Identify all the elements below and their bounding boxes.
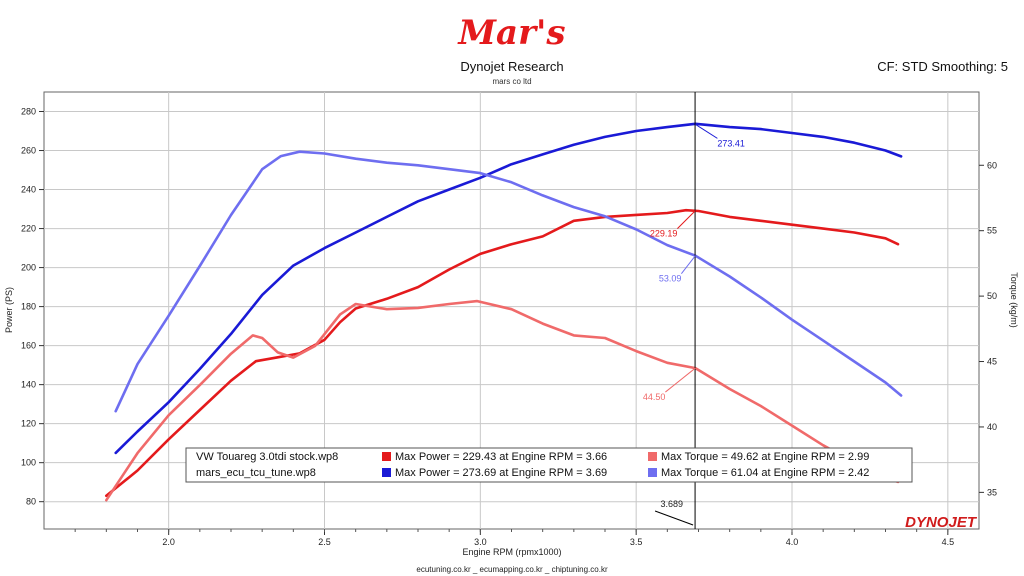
annotation-label: 44.50 bbox=[643, 392, 666, 402]
mars-logo: Mar's bbox=[457, 13, 565, 53]
x-tick-label: 2.0 bbox=[162, 537, 175, 547]
legend-swatch-stock-torque bbox=[648, 452, 657, 461]
series-line-tuned-power bbox=[114, 122, 903, 455]
x-tick-label: 4.0 bbox=[786, 537, 799, 547]
legend-swatch-stock-power bbox=[382, 452, 391, 461]
legend-swatch-tuned-torque bbox=[648, 468, 657, 477]
y2-tick-label: 45 bbox=[987, 357, 997, 367]
series-line-stock-torque bbox=[105, 299, 900, 502]
y2-tick-label: 35 bbox=[987, 487, 997, 497]
y-tick-label: 260 bbox=[21, 146, 36, 156]
y-tick-label: 280 bbox=[21, 107, 36, 117]
y-tick-label: 100 bbox=[21, 458, 36, 468]
annotation-pointer bbox=[695, 123, 718, 139]
x-tick-label: 3.0 bbox=[474, 537, 487, 547]
series-line-tuned-torque bbox=[114, 150, 903, 413]
chart-title: Dynojet Research bbox=[460, 59, 563, 74]
y-tick-label: 120 bbox=[21, 419, 36, 429]
x-tick-label: 4.5 bbox=[942, 537, 955, 547]
y2-tick-label: 60 bbox=[987, 160, 997, 170]
series-line-stock-power bbox=[105, 208, 900, 498]
x-tick-label: 3.5 bbox=[630, 537, 643, 547]
x-tick-label: 2.5 bbox=[318, 537, 331, 547]
x-axis-title: Engine RPM (rpmx1000) bbox=[462, 547, 561, 557]
y-tick-label: 80 bbox=[26, 497, 36, 507]
annotations: 273.41 229.19 53.09 44.50 bbox=[643, 123, 745, 402]
dynojet-logo: DYNOJET bbox=[905, 514, 978, 531]
cf-smoothing-label: CF: STD Smoothing: 5 bbox=[877, 59, 1008, 74]
y2-tick-label: 50 bbox=[987, 291, 997, 301]
y-tick-label: 140 bbox=[21, 380, 36, 390]
legend: VW Touareg 3.0tdi stock.wp8 mars_ecu_tcu… bbox=[185, 447, 913, 483]
annotation-label: 229.19 bbox=[650, 229, 678, 239]
legend-swatch-tuned-power bbox=[382, 468, 391, 477]
y-tick-label: 200 bbox=[21, 263, 36, 273]
annotation-label: 273.41 bbox=[717, 138, 745, 148]
y-tick-label: 240 bbox=[21, 185, 36, 195]
y2-axis-title: Torque (kg/m) bbox=[1009, 272, 1019, 328]
cursor-label: 3.689 bbox=[661, 499, 684, 509]
legend-stock-torque: Max Torque = 49.62 at Engine RPM = 2.99 bbox=[661, 451, 869, 463]
y2-tick-label: 40 bbox=[987, 422, 997, 432]
axes: 2.0 2.5 3.0 3.5 4.0 4.5 80 100 120 140 160 180 200 22… bbox=[21, 107, 997, 547]
legend-file-tuned: mars_ecu_tcu_tune.wp8 bbox=[196, 467, 316, 479]
annotation-pointer bbox=[665, 367, 696, 393]
footer-urls: ecutuning.co.kr _ ecumapping.co.kr _ chi… bbox=[416, 565, 608, 574]
series-lines bbox=[105, 122, 903, 502]
y-tick-label: 180 bbox=[21, 302, 36, 312]
annotation-label: 53.09 bbox=[659, 274, 682, 284]
cursor-pointer bbox=[654, 510, 694, 526]
y-tick-label: 160 bbox=[21, 341, 36, 351]
legend-file-stock: VW Touareg 3.0tdi stock.wp8 bbox=[196, 451, 338, 463]
y-tick-label: 220 bbox=[21, 224, 36, 234]
chart-subtitle: mars co ltd bbox=[492, 77, 531, 86]
y2-tick-label: 55 bbox=[987, 226, 997, 236]
y-axis-title: Power (PS) bbox=[4, 287, 14, 333]
legend-stock-power: Max Power = 229.43 at Engine RPM = 3.66 bbox=[395, 451, 607, 463]
legend-box bbox=[185, 447, 913, 483]
annotation-pointer bbox=[680, 255, 696, 274]
annotation-pointer bbox=[677, 210, 696, 229]
legend-tuned-torque: Max Torque = 61.04 at Engine RPM = 2.42 bbox=[661, 467, 869, 479]
legend-tuned-power: Max Power = 273.69 at Engine RPM = 3.69 bbox=[395, 467, 607, 479]
